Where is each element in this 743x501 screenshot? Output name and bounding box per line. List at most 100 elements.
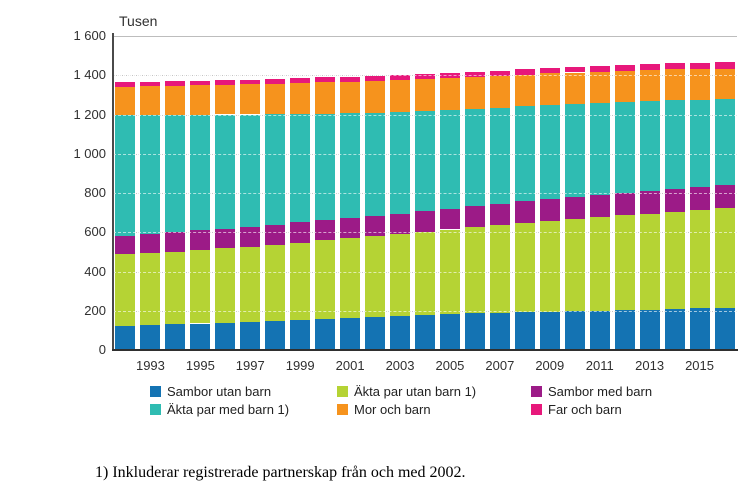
bar-segment [439,78,460,110]
gridline-overlay [113,75,737,77]
bar-segment [365,215,386,237]
bar-segment [315,318,336,350]
bar-segment [689,68,710,100]
bar-segment [115,235,136,255]
bar-segment [340,238,361,318]
bar-segment [140,234,161,254]
bar-segment [365,112,386,216]
bar-segment [165,114,186,233]
bar-segment [614,64,635,71]
bar-segment [340,113,361,219]
bar-segment [290,242,311,320]
y-tick-label: 0 [98,342,106,357]
bar-segment [165,86,186,115]
bar-segment [489,203,510,225]
y-tick-label: 1 000 [73,145,106,161]
bar-segment [415,315,435,350]
bar-segment [415,74,435,80]
x-tick-label: 2003 [385,358,415,373]
bar-segment [639,101,660,191]
x-tick-label: 2009 [535,358,565,373]
bar-segment [489,224,510,313]
bar-segment [589,65,610,72]
plot-top-border [113,36,737,37]
legend-item: Far och barn [531,401,622,417]
bar-segment [714,68,735,99]
legend-label: Mor och barn [354,401,431,417]
bar-segment [415,211,435,232]
bar-segment [215,228,236,249]
bar-segment [115,81,136,87]
x-tick-label: 2015 [685,358,714,373]
bar-segment [340,76,361,82]
bar-segment [714,307,735,350]
y-tick-label: 800 [84,185,106,200]
bar-segment [539,105,560,199]
bar-segment [689,308,710,350]
bar-segment [589,310,610,350]
bar-segment [564,72,585,105]
bar-segment [514,201,535,223]
bar-segment [439,314,460,350]
bar-segment [439,208,460,230]
y-tick-label: 200 [84,302,106,318]
x-tick-label: 2013 [635,358,665,373]
bar-segment [614,310,635,350]
bar-segment [165,251,186,325]
x-tick-label: 2001 [335,358,365,373]
bar-segment [365,80,386,113]
y-axis-line [112,33,114,350]
bar-segment [464,227,485,314]
x-tick-label: 2005 [435,358,465,373]
legend-label: Far och barn [548,401,622,417]
bar-segment [340,81,361,114]
bar-segment [190,230,211,251]
bar-segment [664,100,685,189]
bar-segment [290,319,311,350]
gridline-overlay [113,310,737,312]
bar-segment [390,111,411,214]
bar-segment [190,114,211,231]
bar-segment [115,254,136,326]
bar-segment [664,63,685,70]
x-tick-label: 1997 [235,358,265,373]
bar-segment [265,83,286,115]
legend-swatch-icon [531,385,542,397]
bar-segment [190,85,211,115]
bar-segment [714,208,735,308]
bar-segment [714,62,735,69]
bar-segment [315,240,336,319]
bar-segment [315,77,336,83]
bar-segment [614,192,635,216]
bar-segment [240,321,261,350]
bar-segment [290,113,311,223]
legend-swatch-icon [337,385,348,397]
bar-segment [415,231,435,316]
bar-segment [140,114,161,235]
bar-segment [390,75,411,81]
bar-segment [290,78,311,84]
bar-segment [489,75,510,108]
bar-segment [390,213,411,234]
bar-segment [115,86,136,115]
legend-swatch-icon [150,385,161,397]
gridline-overlay [113,153,737,155]
bar-segment [390,234,411,316]
bar-segment [190,323,211,350]
bar-segment [265,114,286,225]
y-axis-unit-label: Tusen [119,13,158,29]
bar-segment [165,81,186,87]
bar-segment [664,69,685,101]
x-tick-label: 2007 [485,358,515,373]
x-tick-label: 1995 [185,358,215,373]
bar-segment [689,187,710,211]
bar-segment [689,99,710,188]
bar-segment [689,62,710,69]
bar-segment [539,220,560,312]
bar-segment [539,73,560,106]
bar-segment [639,190,660,214]
bar-segment [415,111,435,212]
bar-segment [240,226,261,247]
legend-item: Mor och barn [337,401,431,417]
